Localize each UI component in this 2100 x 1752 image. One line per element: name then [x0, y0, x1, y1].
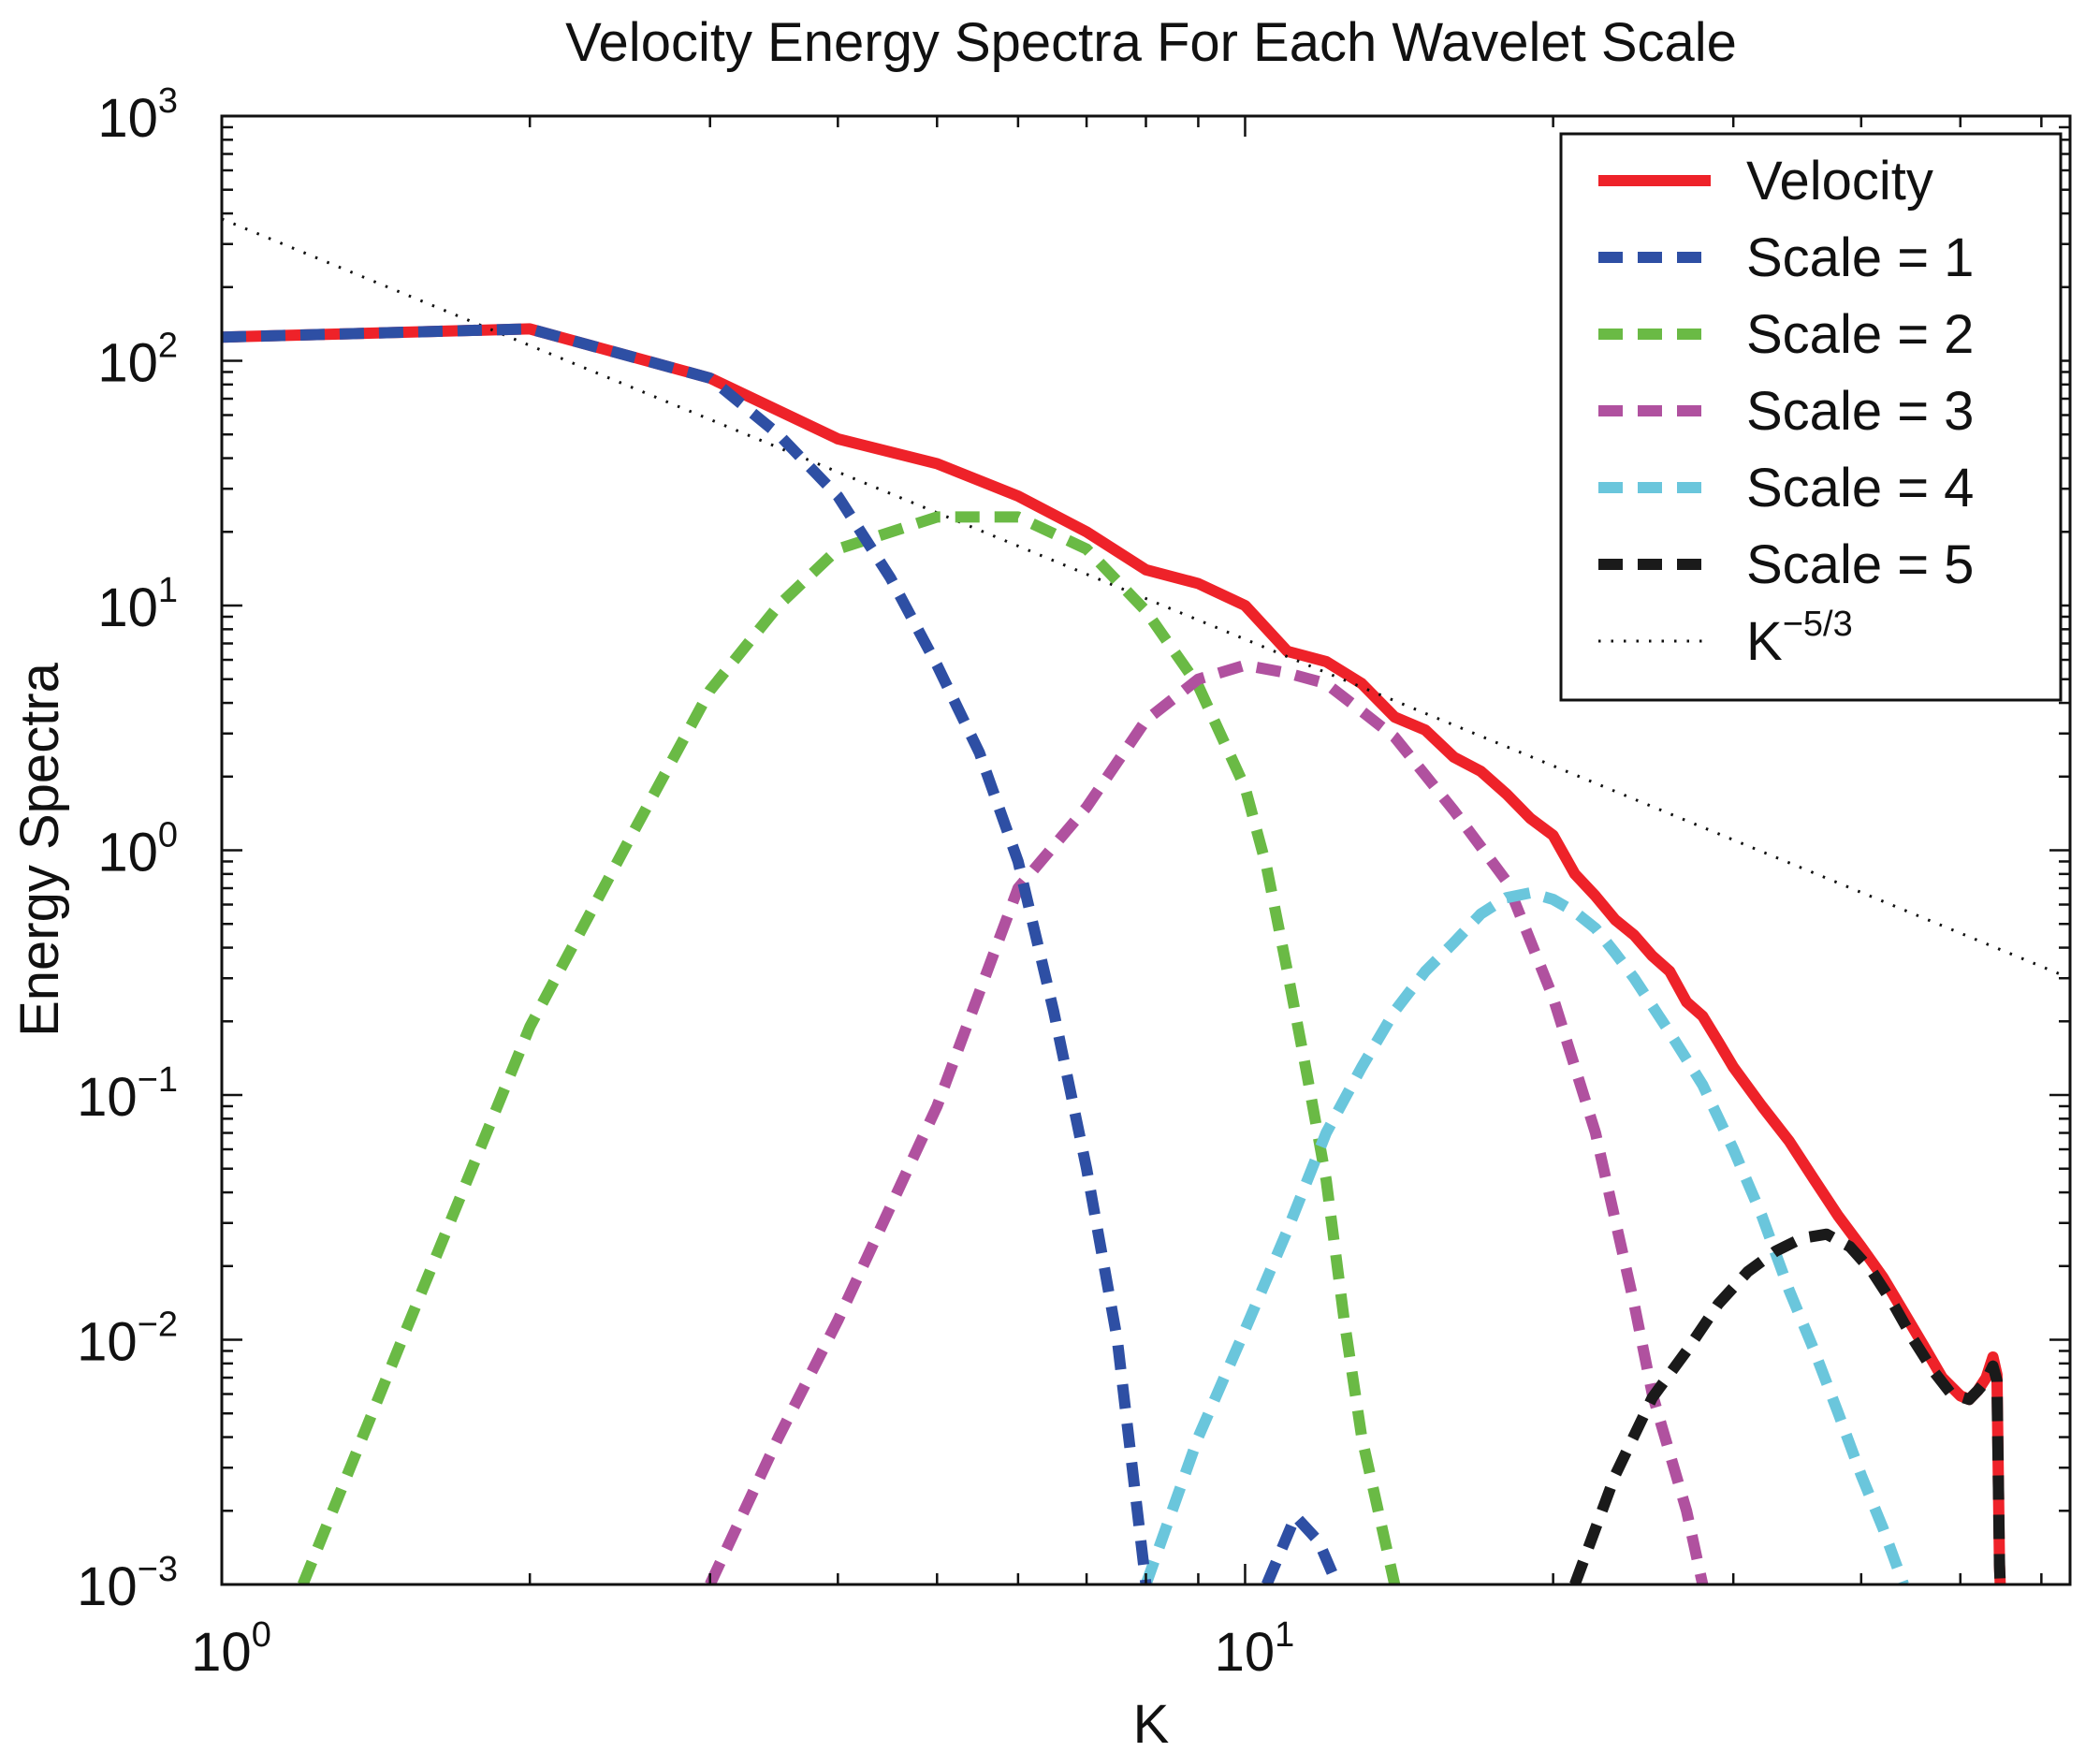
y-tick-label: 101 [97, 571, 178, 638]
plot-area [222, 217, 2070, 1584]
y-axis-label: Energy Spectra [9, 662, 70, 1037]
x-axis-label: K [1133, 1694, 1170, 1752]
series-line-scale-3 [705, 659, 1709, 1584]
legend-label-k-power: K−5/3 [1746, 605, 1853, 672]
y-tick-label: 10−3 [77, 1550, 178, 1617]
series-line-scale-5 [1569, 1228, 2006, 1584]
legend: Velocity Scale = 1 Scale = 2 Scale = 3 Scale… [1559, 132, 2063, 702]
y-tick-label: 102 [97, 327, 178, 394]
series-line-scale-1-secondary [1261, 1511, 1343, 1584]
series-line-k-power [222, 217, 2070, 980]
legend-label-scale-4: Scale = 4 [1746, 458, 1974, 518]
chart-title: Velocity Energy Spectra For Each Wavelet… [565, 12, 1737, 73]
series-line-scale-4 [1140, 887, 1909, 1584]
y-tick-label: 10−2 [77, 1306, 178, 1373]
axes: 100 101 10−3 10−2 10−1 100 101 102 103 [77, 81, 2072, 1683]
y-tick-label: 103 [97, 81, 178, 149]
legend-box [1559, 132, 2063, 702]
legend-label-scale-2: Scale = 2 [1746, 304, 1974, 365]
y-tick-label: 10−1 [77, 1060, 178, 1128]
legend-label-scale-5: Scale = 5 [1746, 534, 1974, 595]
legend-label-scale-1: Scale = 1 [1746, 227, 1974, 288]
series-line-scale-1 [222, 323, 1152, 1584]
y-tick-label: 100 [97, 816, 178, 883]
x-tick-label: 100 [191, 1615, 271, 1683]
legend-label-velocity: Velocity [1746, 151, 1933, 212]
series-line-scale-2 [298, 511, 1401, 1584]
x-tick-label: 101 [1215, 1615, 1295, 1683]
legend-label-scale-3: Scale = 3 [1746, 381, 1974, 442]
